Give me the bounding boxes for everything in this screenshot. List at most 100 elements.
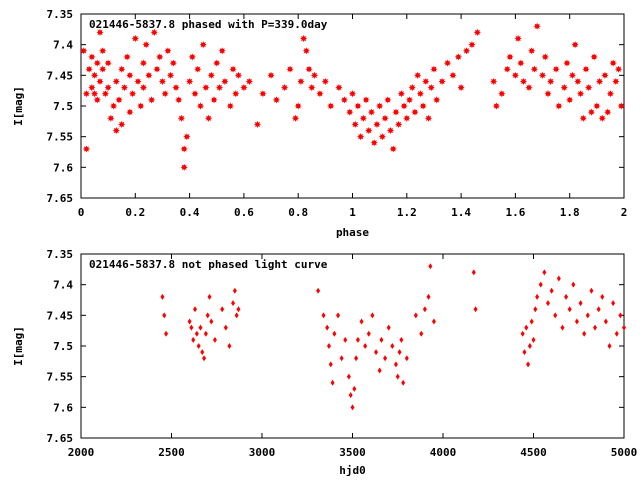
data-point xyxy=(172,84,180,92)
data-point xyxy=(169,59,177,67)
data-point xyxy=(112,77,120,86)
data-point xyxy=(395,373,400,380)
data-point xyxy=(527,343,532,349)
data-point xyxy=(517,59,525,67)
data-point xyxy=(336,312,341,319)
data-point xyxy=(471,269,476,276)
data-point xyxy=(571,281,576,288)
data-point xyxy=(294,102,302,110)
x-tick-label: 1 xyxy=(349,206,356,219)
data-point xyxy=(419,102,427,110)
data-point xyxy=(606,90,615,98)
data-point xyxy=(180,163,188,171)
data-point xyxy=(426,293,431,300)
data-point xyxy=(153,65,161,73)
data-point xyxy=(555,102,563,110)
data-point xyxy=(234,312,239,319)
data-point xyxy=(310,71,319,79)
data-point xyxy=(145,71,153,79)
data-point xyxy=(332,330,337,337)
data-point xyxy=(162,312,167,319)
data-point xyxy=(327,102,335,110)
data-point xyxy=(397,349,402,356)
data-point xyxy=(126,71,134,79)
data-point xyxy=(308,84,316,92)
x-tick-label: 3500 xyxy=(339,446,366,459)
data-point xyxy=(191,90,199,98)
data-point xyxy=(339,355,344,362)
data-point xyxy=(221,77,229,86)
data-point xyxy=(189,324,194,331)
data-point xyxy=(473,28,481,36)
data-point xyxy=(205,114,213,122)
data-point xyxy=(414,71,422,79)
y-tick-label: 7.6 xyxy=(53,161,73,174)
y-tick-label: 7.5 xyxy=(53,100,73,113)
data-point xyxy=(563,59,571,67)
data-point xyxy=(196,343,201,349)
x-tick-label: 4500 xyxy=(520,446,547,459)
data-point xyxy=(618,312,623,319)
data-point xyxy=(503,65,511,73)
data-point xyxy=(422,77,430,86)
x-tick-label: 1.6 xyxy=(505,206,525,219)
data-point xyxy=(350,404,355,411)
data-point xyxy=(88,53,96,61)
x-tick-label: 1.8 xyxy=(560,206,580,219)
data-point xyxy=(416,90,424,98)
data-point xyxy=(142,41,150,49)
data-point xyxy=(549,287,554,294)
data-point xyxy=(236,306,241,313)
data-point xyxy=(300,34,308,43)
data-point xyxy=(118,65,126,73)
data-point xyxy=(191,336,196,343)
data-point xyxy=(560,324,565,331)
data-point xyxy=(188,53,196,61)
data-point xyxy=(362,96,370,104)
data-point xyxy=(99,47,107,55)
data-point xyxy=(614,330,619,337)
x-tick-label: 2 xyxy=(621,206,628,219)
data-point xyxy=(383,355,388,362)
data-point xyxy=(340,96,348,104)
data-point xyxy=(617,102,625,110)
data-point xyxy=(622,324,626,331)
data-point xyxy=(112,126,120,135)
data-point xyxy=(529,318,534,325)
data-point xyxy=(611,300,616,307)
data-point xyxy=(99,65,107,73)
data-point xyxy=(600,293,605,300)
data-point xyxy=(147,96,156,104)
data-point xyxy=(574,318,579,325)
data-point xyxy=(498,90,506,98)
data-point xyxy=(576,90,585,98)
data-point xyxy=(291,114,300,122)
data-point xyxy=(335,84,343,92)
data-point xyxy=(428,263,433,270)
data-point xyxy=(366,330,371,337)
y-tick-label: 7.35 xyxy=(47,248,74,261)
data-point xyxy=(462,47,471,55)
data-point xyxy=(115,96,123,104)
x-tick-label: 2500 xyxy=(158,446,185,459)
data-point xyxy=(395,120,403,128)
x-tick-label: 5000 xyxy=(611,446,638,459)
y-tick-label: 7.45 xyxy=(47,309,74,322)
data-point xyxy=(545,300,550,307)
data-point xyxy=(376,102,384,110)
data-point xyxy=(123,53,131,61)
data-point xyxy=(607,343,612,349)
data-point xyxy=(449,71,457,79)
data-point xyxy=(427,84,435,92)
x-tick-label: 0.4 xyxy=(180,206,200,219)
y-tick-label: 7.5 xyxy=(53,340,73,353)
x-axis-label: hjd0 xyxy=(339,464,366,477)
data-point xyxy=(389,145,397,153)
data-point xyxy=(556,275,561,282)
data-point xyxy=(506,53,514,61)
y-axis-label: I[mag] xyxy=(12,326,25,366)
data-point xyxy=(595,77,604,86)
data-point xyxy=(411,108,419,116)
plot-frame xyxy=(80,13,625,199)
data-point xyxy=(150,28,158,36)
